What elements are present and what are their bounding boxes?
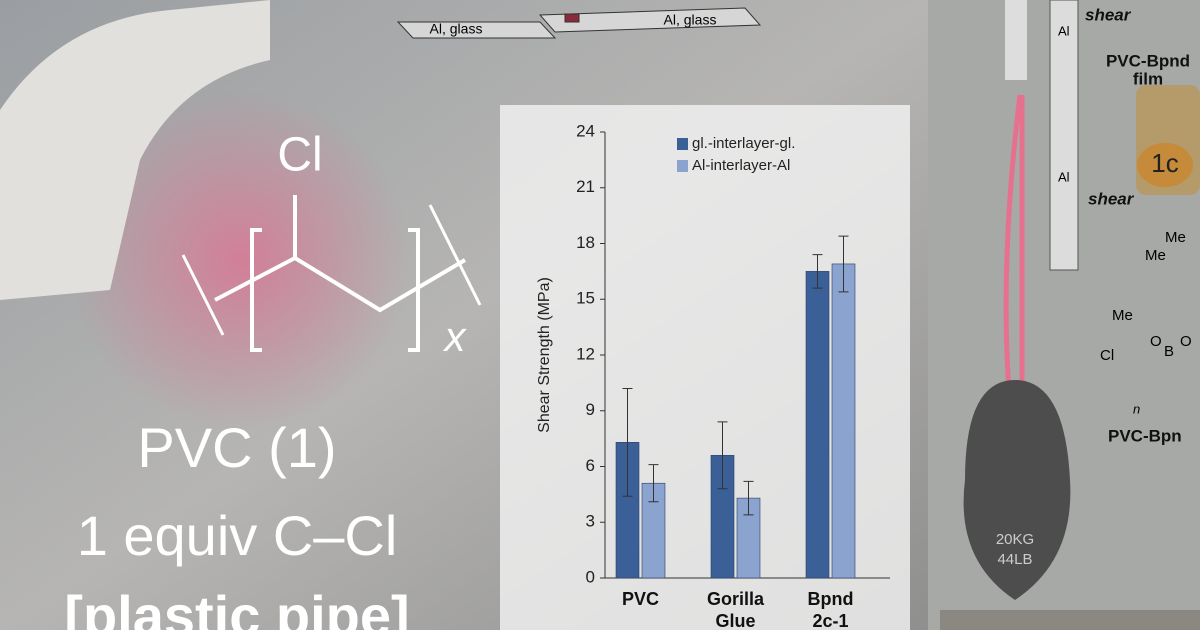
x-tick-label-box: Gorilla Glue: [706, 589, 764, 631]
x-tick-label: PVC: [621, 589, 659, 609]
chem-label: Me: [1145, 247, 1166, 264]
photo-label: film: [1133, 69, 1163, 88]
legend-swatch: [677, 138, 688, 150]
error-bar: [812, 254, 823, 289]
chem-label: n: [1133, 401, 1140, 416]
polymer-name: PVC (1): [137, 416, 336, 479]
chem-label: Cl: [1100, 347, 1114, 364]
x-tick-label-box: Bpnd 2c-1: [807, 589, 854, 631]
photo-label: 1c: [1151, 148, 1178, 178]
y-tick-label: 21: [576, 177, 595, 196]
error-bar: [648, 464, 659, 503]
chem-label: PVC-Bpn: [1108, 426, 1182, 445]
error-bar: [622, 387, 633, 497]
legend-swatch: [677, 160, 688, 172]
repeat-label: x: [443, 313, 468, 360]
x-tick-label-box: PVC: [621, 589, 659, 609]
y-tick-label: 9: [586, 400, 595, 419]
chem-label: O: [1150, 333, 1162, 350]
photo-label: shear: [1085, 5, 1132, 24]
photo-label: 20KG: [996, 531, 1034, 548]
chart: 0 3 6 9 12 15 18 21 24 Shear Strength (MPa) PVC Gor…: [536, 121, 890, 631]
bar: [831, 263, 856, 579]
y-axis-label: Shear Strength (MPa): [536, 277, 553, 433]
photo-label: Al: [1058, 23, 1070, 38]
y-tick-label: 15: [576, 289, 595, 308]
y-tick-label: 24: [576, 121, 595, 140]
chem-label: O: [1180, 333, 1192, 350]
error-bar: [717, 421, 728, 490]
equiv-label: 1 equiv C–Cl: [77, 504, 398, 567]
photo-art: [940, 0, 1200, 630]
error-bar: [838, 235, 849, 293]
y-tick-label: 18: [576, 233, 595, 252]
legend-label: gl.-interlayer-gl.: [692, 135, 795, 152]
pvc-structure: [181, 195, 482, 352]
atom-label: Cl: [277, 129, 322, 182]
bar: [805, 271, 830, 579]
plate-label: Al, glass: [430, 21, 483, 37]
plates: [396, 7, 762, 39]
legend-label: Al-interlayer-Al: [692, 157, 790, 174]
pipe: [0, 0, 270, 300]
use-label: [plastic pipe]: [64, 584, 409, 630]
x-tick-label: Gorilla Glue: [706, 589, 764, 631]
photo-label: PVC-Bpnd: [1106, 51, 1190, 70]
photo-label: 44LB: [997, 551, 1032, 568]
y-tick-label: 0: [586, 567, 595, 586]
chem-label: Me: [1112, 307, 1133, 324]
chem-label: Me: [1165, 229, 1186, 246]
glow: [70, 90, 410, 430]
y-tick-label: 12: [576, 344, 595, 363]
plate-label: Al, glass: [664, 12, 717, 28]
x-tick-label: Bpnd 2c-1: [807, 589, 854, 631]
y-tick-label: 3: [586, 512, 595, 531]
y-tick-label: 6: [586, 456, 595, 475]
error-bar: [743, 480, 754, 516]
photo-label: Al: [1058, 169, 1070, 184]
chem-label: B: [1164, 343, 1174, 360]
photo-label: shear: [1088, 189, 1135, 208]
